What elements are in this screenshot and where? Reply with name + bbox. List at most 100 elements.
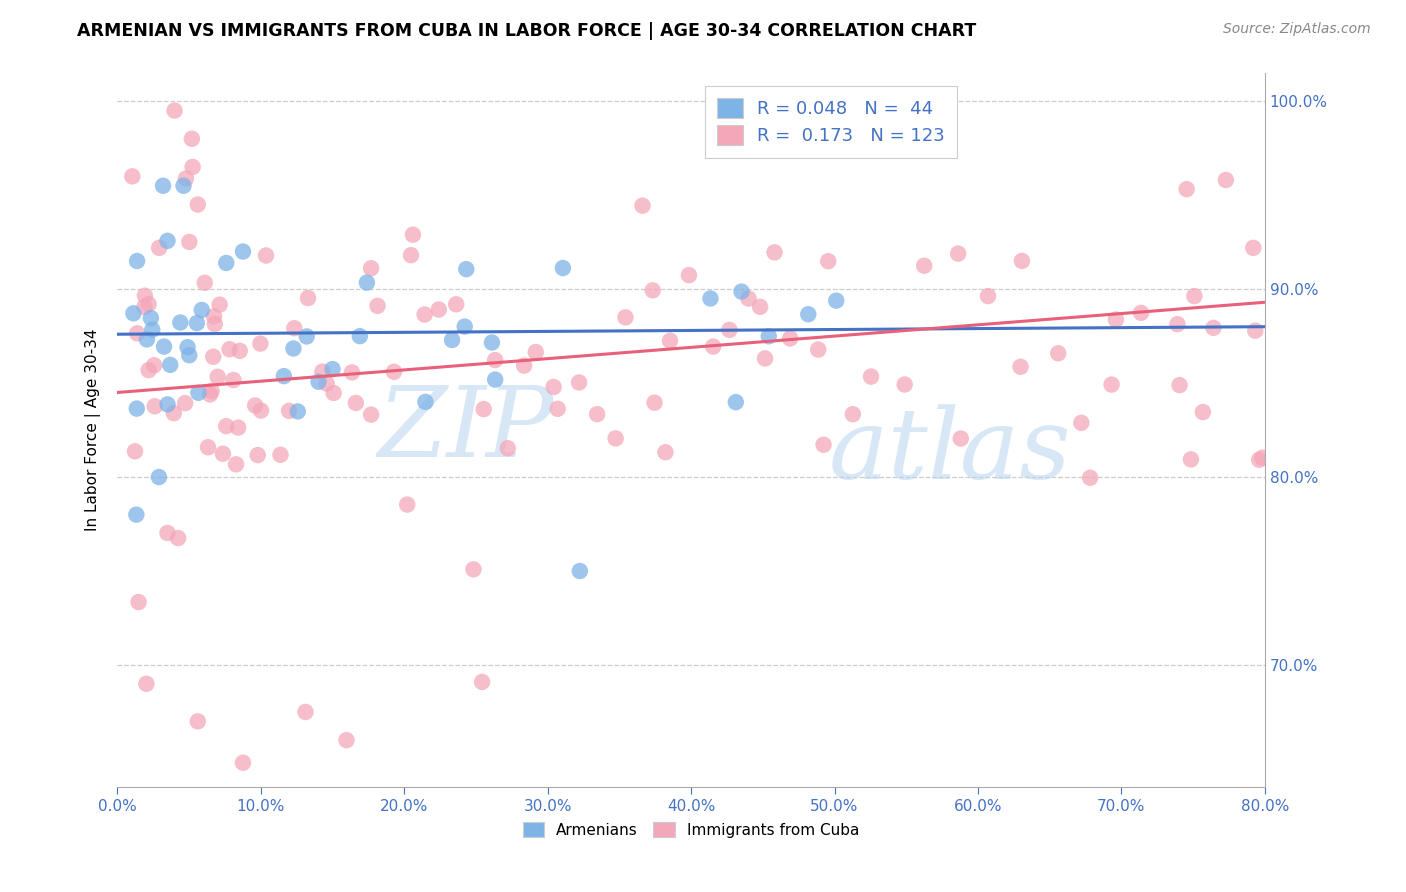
Point: [654, 445, 676, 459]
Point: [815, 136, 838, 151]
Point: [367, 299, 389, 313]
Point: [311, 365, 333, 379]
Point: [187, 385, 209, 400]
Point: [128, 595, 150, 609]
Point: [402, 227, 425, 242]
Point: [356, 276, 378, 290]
Point: [180, 132, 202, 146]
Point: [287, 404, 309, 418]
Point: [797, 307, 820, 321]
Point: [125, 401, 148, 416]
Point: [173, 178, 195, 193]
Point: [218, 343, 240, 357]
Point: [191, 302, 214, 317]
Text: ZIP: ZIP: [377, 383, 554, 478]
Point: [659, 334, 682, 348]
Point: [322, 386, 344, 401]
Point: [204, 317, 226, 331]
Point: [1047, 346, 1070, 360]
Point: [1202, 321, 1225, 335]
Point: [176, 340, 198, 354]
Point: [143, 399, 166, 413]
Point: [543, 380, 565, 394]
Point: [245, 399, 267, 413]
Point: [605, 431, 627, 445]
Point: [1101, 377, 1123, 392]
Point: [360, 261, 382, 276]
Point: [1244, 324, 1267, 338]
Point: [481, 335, 503, 350]
Point: [1070, 416, 1092, 430]
Point: [215, 256, 238, 270]
Point: [472, 402, 495, 417]
Point: [174, 171, 197, 186]
Point: [232, 244, 254, 259]
Y-axis label: In Labor Force | Age 30-34: In Labor Force | Age 30-34: [86, 329, 101, 532]
Point: [134, 288, 156, 302]
Point: [194, 276, 217, 290]
Point: [427, 302, 450, 317]
Point: [813, 438, 835, 452]
Point: [138, 363, 160, 377]
Point: [124, 444, 146, 458]
Point: [454, 319, 477, 334]
Point: [893, 377, 915, 392]
Point: [444, 297, 467, 311]
Point: [127, 326, 149, 341]
Point: [1192, 405, 1215, 419]
Point: [463, 562, 485, 576]
Point: [779, 331, 801, 345]
Point: [1215, 173, 1237, 187]
Point: [269, 448, 291, 462]
Point: [946, 246, 969, 260]
Point: [321, 362, 343, 376]
Point: [283, 321, 305, 335]
Point: [413, 308, 436, 322]
Point: [842, 407, 865, 421]
Point: [169, 316, 191, 330]
Point: [513, 359, 536, 373]
Point: [382, 365, 405, 379]
Point: [254, 248, 277, 262]
Point: [702, 340, 724, 354]
Point: [1011, 254, 1033, 268]
Point: [730, 285, 752, 299]
Point: [807, 343, 830, 357]
Point: [159, 358, 181, 372]
Point: [246, 448, 269, 462]
Point: [215, 419, 238, 434]
Point: [202, 310, 225, 324]
Point: [441, 333, 464, 347]
Point: [278, 404, 301, 418]
Point: [250, 403, 273, 417]
Point: [138, 297, 160, 311]
Point: [737, 292, 759, 306]
Point: [724, 395, 747, 409]
Text: ARMENIAN VS IMMIGRANTS FROM CUBA IN LABOR FORCE | AGE 30-34 CORRELATION CHART: ARMENIAN VS IMMIGRANTS FROM CUBA IN LABO…: [77, 22, 977, 40]
Point: [1078, 471, 1101, 485]
Point: [179, 348, 201, 362]
Point: [631, 199, 654, 213]
Point: [202, 350, 225, 364]
Text: atlas: atlas: [828, 404, 1071, 500]
Point: [1249, 452, 1271, 467]
Point: [139, 311, 162, 326]
Point: [156, 397, 179, 411]
Point: [399, 248, 422, 262]
Point: [122, 306, 145, 320]
Point: [758, 329, 780, 343]
Point: [127, 254, 149, 268]
Point: [167, 531, 190, 545]
Point: [283, 342, 305, 356]
Point: [226, 420, 249, 434]
Point: [198, 387, 221, 401]
Point: [1166, 317, 1188, 331]
Point: [229, 343, 252, 358]
Point: [163, 406, 186, 420]
Point: [825, 293, 848, 308]
Point: [568, 376, 591, 390]
Point: [232, 756, 254, 770]
Point: [471, 674, 494, 689]
Point: [763, 245, 786, 260]
Point: [335, 733, 357, 747]
